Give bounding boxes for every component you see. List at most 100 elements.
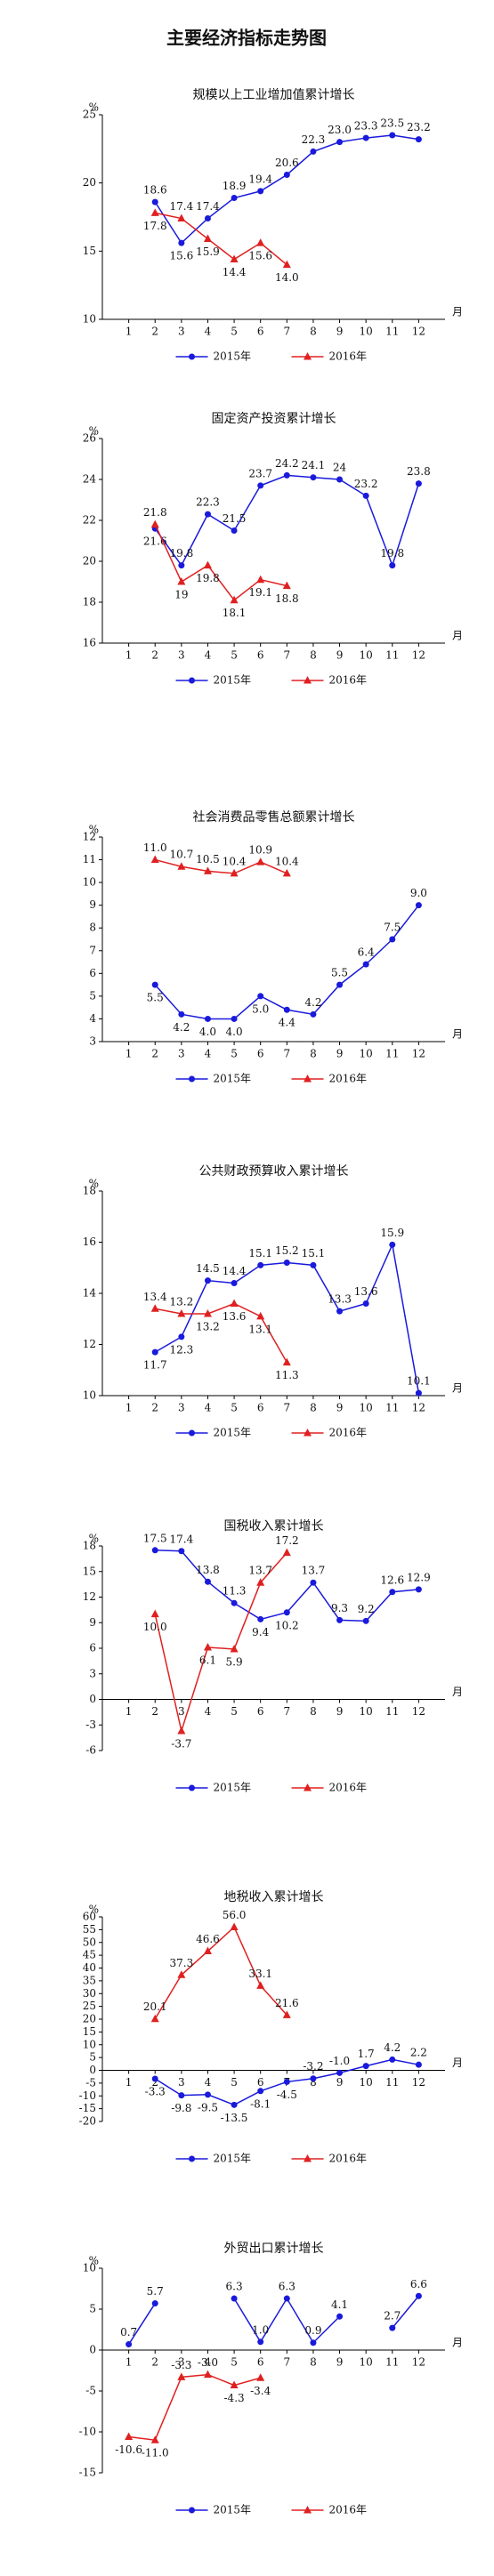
legend-label: 2016年 <box>329 1427 368 1439</box>
data-label: 15.6 <box>248 250 272 262</box>
data-label: -3.3 <box>171 2359 191 2371</box>
data-point <box>257 2088 264 2095</box>
x-tick-label: 3 <box>178 2356 185 2369</box>
x-tick-label: 5 <box>231 1402 238 1414</box>
data-point <box>415 480 422 487</box>
data-point <box>283 1609 290 1616</box>
x-tick-label: 11 <box>385 1048 399 1060</box>
data-label: 17.2 <box>275 1534 299 1547</box>
data-point <box>230 1644 239 1653</box>
data-label: 5.7 <box>147 2285 164 2298</box>
chart-title: 规模以上工业增加值累计增长 <box>193 88 355 102</box>
x-tick-label: 1 <box>126 2076 133 2089</box>
legend-marker <box>304 1783 312 1791</box>
data-label: 11.3 <box>223 1585 247 1598</box>
x-tick-label: 4 <box>205 1048 212 1060</box>
data-label: -3.7 <box>171 1737 191 1750</box>
x-tick-label: 2 <box>151 2356 158 2369</box>
data-point <box>310 1579 317 1586</box>
data-point <box>336 2313 344 2320</box>
chart-title: 固定资产投资累计增长 <box>212 412 336 426</box>
x-tick-label: 10 <box>360 1705 373 1718</box>
data-label: 15.6 <box>169 250 193 262</box>
x-tick-label: 1 <box>126 2356 133 2369</box>
y-tick-label: 30 <box>83 1987 96 2000</box>
data-label: 1.7 <box>358 2048 375 2060</box>
y-tick-label: -3 <box>85 1719 96 1731</box>
legend-marker <box>189 1784 195 1791</box>
data-label: 17.4 <box>169 200 193 213</box>
data-label: 2.2 <box>410 2047 427 2059</box>
legend-label: 2015年 <box>214 1782 252 1794</box>
x-tick-label: 6 <box>257 649 264 662</box>
y-tick-label: -10 <box>79 2426 96 2438</box>
x-unit: 月 <box>452 306 463 318</box>
data-point <box>283 171 290 178</box>
legend-label: 2016年 <box>329 2504 368 2516</box>
data-label: 18.9 <box>223 180 247 192</box>
data-label: 18.1 <box>223 607 247 619</box>
data-label: 0.7 <box>120 2326 137 2339</box>
legend-marker <box>189 1075 195 1083</box>
data-point <box>336 476 344 483</box>
data-point <box>177 577 186 585</box>
data-point <box>283 2078 290 2085</box>
y-tick-label: 15 <box>83 245 96 257</box>
data-label: 22.3 <box>196 496 220 509</box>
x-tick-label: 5 <box>231 2076 238 2089</box>
x-tick-label: 7 <box>283 649 290 662</box>
data-point <box>283 1260 290 1266</box>
legend-marker <box>304 2154 312 2162</box>
y-tick-label: -5 <box>85 2385 96 2397</box>
y-tick-label: 55 <box>83 1923 96 1936</box>
data-label: 13.7 <box>302 1565 326 1577</box>
y-tick-label: 0 <box>89 2064 96 2076</box>
data-label: 14.4 <box>223 1265 247 1277</box>
x-tick-label: 4 <box>205 1402 212 1414</box>
legend-marker <box>304 352 312 360</box>
legend-label: 2016年 <box>329 350 368 363</box>
data-label: 17.5 <box>143 1532 167 1544</box>
data-point <box>256 238 265 246</box>
x-tick-label: 1 <box>126 326 133 338</box>
chart-title: 社会消费品零售总额累计增长 <box>193 810 355 825</box>
data-label: 13.8 <box>196 1564 220 1576</box>
data-point <box>230 868 239 877</box>
legend-marker <box>189 353 195 360</box>
x-tick-label: 1 <box>126 1048 133 1060</box>
legend-label: 2015年 <box>214 1427 252 1439</box>
y-tick-label: 7 <box>89 944 96 956</box>
x-tick-label: 1 <box>126 649 133 662</box>
data-label: 56.0 <box>223 1909 247 1921</box>
x-tick-label: 11 <box>385 1402 399 1414</box>
x-tick-label: 6 <box>257 1048 264 1060</box>
legend-label: 2015年 <box>214 2153 252 2165</box>
data-point <box>203 1643 212 1651</box>
data-label: 4.2 <box>384 2041 401 2054</box>
data-label: 23.3 <box>354 120 378 133</box>
data-label: 4.2 <box>173 1021 190 1034</box>
data-point <box>282 1357 291 1366</box>
data-point <box>151 981 158 988</box>
x-tick-label: 12 <box>412 326 425 338</box>
legend-marker <box>304 1075 312 1083</box>
x-tick-label: 1 <box>126 1705 133 1718</box>
x-tick-label: 12 <box>412 1048 425 1060</box>
y-tick-label: -5 <box>85 2076 96 2089</box>
y-tick-label: 20 <box>83 555 96 568</box>
x-tick-label: 9 <box>336 1048 344 1060</box>
x-tick-label: 3 <box>178 2076 185 2089</box>
data-point <box>257 1261 264 1268</box>
data-point <box>257 482 264 489</box>
data-point <box>204 511 211 518</box>
y-tick-label: 18 <box>83 1185 96 1197</box>
y-tick-label: 16 <box>83 637 96 649</box>
data-label: 5.0 <box>252 1002 269 1015</box>
data-label: 15.1 <box>302 1247 326 1260</box>
data-label: 12.6 <box>380 1574 404 1586</box>
y-unit: % <box>89 1178 99 1190</box>
data-label: 10.7 <box>169 849 193 861</box>
data-point <box>177 1309 186 1317</box>
x-tick-label: 2 <box>151 326 158 338</box>
data-point <box>257 1615 264 1622</box>
